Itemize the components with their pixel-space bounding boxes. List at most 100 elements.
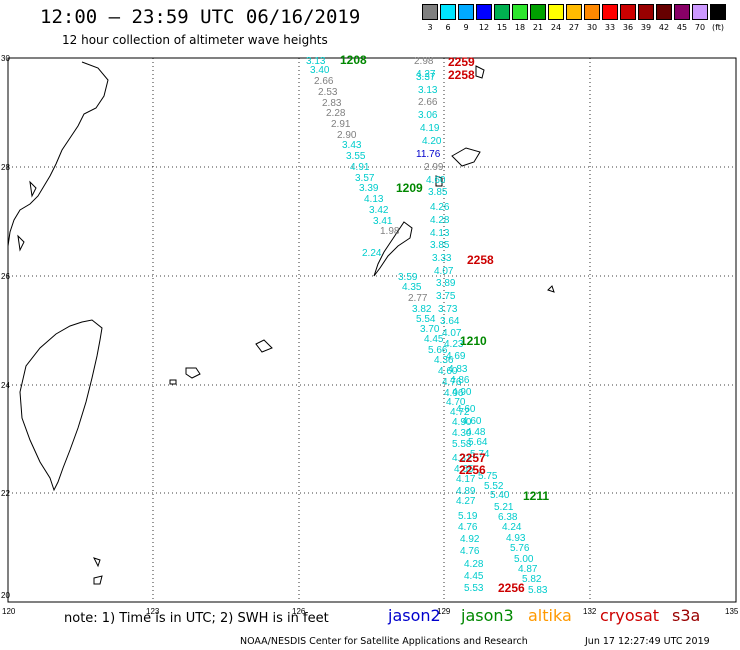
colorbar-swatch	[602, 4, 618, 20]
colorbar-label: 39	[640, 23, 652, 32]
wave-height-value: 4.90	[452, 387, 472, 398]
colorbar-swatch	[422, 4, 438, 20]
wave-height-value: 2.66	[314, 76, 334, 87]
track-time-label: 2258	[467, 253, 494, 267]
track-time-label: 2258	[448, 68, 475, 82]
wave-height-value: 4.83	[448, 364, 468, 375]
wave-height-value: 11.76	[416, 149, 441, 160]
wave-height-value: 3.57	[355, 173, 375, 184]
track-time-label: 1211	[523, 489, 549, 503]
map-frame	[7, 57, 737, 603]
wave-height-value: 2.99	[424, 162, 444, 173]
wave-height-value: 4.23	[444, 339, 464, 350]
taiwan-coast	[19, 319, 103, 492]
lon-label-126: 126	[292, 607, 306, 616]
colorbar-swatch	[494, 4, 510, 20]
wave-height-value: 2.98	[414, 56, 434, 67]
colorbar-swatch	[440, 4, 456, 20]
wave-height-value: 3.64	[440, 316, 460, 327]
wave-height-value: 5.83	[528, 585, 548, 596]
iriomote-coast	[185, 367, 201, 379]
wave-height-value: 4.13	[364, 194, 384, 205]
colorbar-swatch	[458, 4, 474, 20]
wave-height-value: 3.55	[346, 151, 366, 162]
wave-height-value: 4.70	[446, 397, 466, 408]
axis-labels: 120 123 126 129 132 135 30 28 26 24 22 2…	[1, 54, 739, 616]
footer-credit: NOAA/NESDIS Center for Satellite Applica…	[240, 636, 528, 647]
wave-height-value: 3.42	[369, 205, 389, 216]
wave-height-value: 5.66	[428, 345, 448, 356]
wave-height-value: 5.64	[468, 437, 488, 448]
lat-label-28: 28	[1, 163, 10, 172]
wave-height-value: 4.45	[424, 334, 444, 345]
wave-height-value: 2.28	[326, 108, 346, 119]
wave-height-value: 4.24	[502, 522, 522, 533]
colorbar-label: 27	[568, 23, 580, 32]
track-time-label: 1210	[460, 334, 487, 348]
wave-height-value: 4.45	[464, 571, 484, 582]
footer-note: note: 1) Time is in UTC; 2) SWH is in fe…	[64, 611, 329, 626]
wave-height-value: 4.60	[462, 416, 482, 427]
wave-height-value: 5.54	[416, 314, 436, 325]
wave-height-value: 4.86	[450, 375, 470, 386]
wave-height-value: 2.53	[318, 87, 338, 98]
wave-height-value: 3.75	[436, 291, 456, 302]
lon-label-135: 135	[725, 607, 739, 616]
colorbar-label: 42	[658, 23, 670, 32]
wave-height-value: 3.82	[412, 304, 432, 315]
chart-subtitle: 12 hour collection of altimeter wave hei…	[62, 33, 328, 47]
wave-height-value: 3.13	[418, 85, 438, 96]
wave-height-value: 4.07	[434, 266, 454, 277]
colorbar-swatch	[512, 4, 528, 20]
miyako-coast	[255, 339, 273, 353]
wave-height-value: 3.70	[420, 324, 440, 335]
wave-height-value: 3.06	[418, 110, 438, 121]
colorbar-label: 3	[427, 23, 433, 32]
wave-height-value: 4.28	[430, 215, 450, 226]
colorbar-label: 21	[532, 23, 544, 32]
wave-height-value: 2.91	[331, 119, 351, 130]
wave-height-value: 4.27	[416, 69, 436, 80]
wave-height-value: 5.75	[478, 471, 498, 482]
wave-height-value: 4.92	[460, 534, 480, 545]
amami-coast	[451, 147, 481, 167]
wave-height-value: 4.87	[518, 564, 538, 575]
wave-height-value: 4.60	[438, 366, 458, 377]
kyushu-islet-2	[17, 234, 25, 252]
wave-height-value: 3.13	[306, 56, 326, 67]
yonaguni-coast	[169, 379, 177, 385]
colorbar-swatch	[674, 4, 690, 20]
wave-height-value: 4.20	[422, 136, 442, 147]
wave-height-value: 2.77	[408, 293, 428, 304]
wave-height-value: 4.76	[460, 546, 480, 557]
lon-label-120: 120	[2, 607, 16, 616]
chart-title: 12:00 – 23:59 UTC 06/16/2019	[40, 6, 361, 28]
wave-height-value: 2.66	[418, 97, 438, 108]
wave-height-value: 5.00	[514, 554, 534, 565]
wave-height-value: 3.85	[428, 187, 448, 198]
daito-coast	[547, 285, 555, 293]
colorbar-label: (ft)	[711, 23, 725, 32]
lon-label-132: 132	[583, 607, 597, 616]
track-time-label: 2256	[459, 463, 486, 477]
footer-timestamp: Jun 17 12:27:49 UTC 2019	[585, 636, 710, 647]
wave-height-value: 4.89	[456, 486, 476, 497]
tokunoshima-coast	[435, 175, 443, 187]
lon-label-123: 123	[146, 607, 160, 616]
wave-height-value: 4.13	[430, 228, 450, 239]
lat-label-22: 22	[1, 489, 10, 498]
tanegashima-coast	[475, 65, 485, 79]
wave-height-value: 3.41	[373, 216, 393, 227]
wave-height-value: 4.76	[458, 522, 478, 533]
colorbar-label: 24	[550, 23, 562, 32]
wave-height-value: 4.60	[456, 404, 476, 415]
track-time-label: 1208	[340, 53, 367, 67]
colorbar-label: 18	[514, 23, 526, 32]
wave-height-value: 4.17	[456, 474, 476, 485]
lon-label-129: 129	[437, 607, 451, 616]
wave-height-value: 5.53	[464, 583, 484, 594]
wave-height-value: 4.72	[450, 407, 470, 418]
colorbar-swatch	[692, 4, 708, 20]
colorbar-label: 6	[445, 23, 451, 32]
